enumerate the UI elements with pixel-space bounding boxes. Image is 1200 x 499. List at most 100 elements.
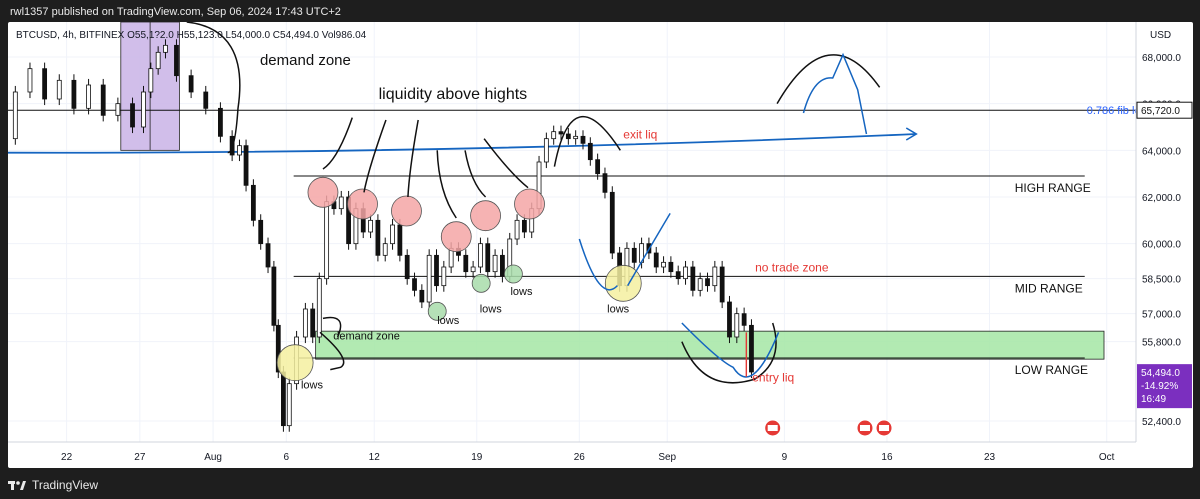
marker-circle-green [471,273,491,293]
chart-card: 0.786 fib level HIGH RANGE MID RANGE LOW RA… [7,21,1193,468]
candle-body [668,261,674,273]
candle-body [712,266,718,287]
annotation-text: no trade zone [755,261,829,275]
annotation-text: exit liq [623,128,657,142]
range-label: LOW RANGE [1015,363,1088,377]
candle-body [404,254,410,280]
candle-body [727,301,732,338]
annotation-text: lows [437,315,460,327]
event-flag-icon-inner [767,425,778,431]
candle-body [426,254,432,303]
y-tick-label: 62,000.0 [1142,193,1181,204]
trendline [7,127,918,154]
x-tick-label: 22 [61,452,73,463]
y-tick-label: 55,800.0 [1142,338,1181,349]
candle-body [573,135,579,140]
hand-arrow [578,238,618,291]
current-price-value: 54,494.0 [1141,368,1180,379]
candle-body [683,266,688,280]
x-tick-label: Aug [204,452,222,463]
candle-body [86,84,91,109]
candle-body [485,243,491,273]
hand-arrow [322,117,353,170]
candle-body [368,219,373,233]
hand-arrow [322,316,342,338]
candle-body [141,91,146,128]
marker-circle-red [307,176,339,208]
candle-body [543,138,549,163]
candle-body [492,254,498,273]
hand-arrow [681,322,780,378]
trend-line [7,133,917,154]
tradingview-logo-icon [8,479,26,491]
x-tick-label: 16 [881,452,893,463]
hand-arrow [681,322,777,384]
candle-body [42,68,48,100]
annotation-text: demand zone [333,330,400,342]
annotations: demand zone liquidity above hights exit li… [260,52,829,391]
annotation-text: lows [480,304,503,316]
candle-body [100,84,106,116]
candle-body [690,266,696,291]
x-tick-label: 6 [284,452,290,463]
current-price-change: -14.92% [1141,381,1178,392]
annotation-text: demand zone [260,52,351,69]
candle-body [609,191,615,254]
candle-body [587,142,593,161]
symbol-legend: BTCUSD, 4h, BITFINEX O55,1?2.0 H55,123.0… [16,30,367,41]
candle-body [265,243,271,268]
range-label: MID RANGE [1015,281,1083,295]
x-tick-label: Sep [658,452,676,463]
candle-body [558,131,564,135]
candle-body [631,247,637,263]
candle-body [514,219,520,240]
candle-body [250,184,256,221]
hand-arrow [407,119,419,198]
candle-body [148,68,154,93]
marker-circle-red [470,200,501,232]
candle-body [174,44,179,77]
candle-body [521,219,527,233]
candle-body [56,79,62,100]
candle-body [27,68,33,93]
hand-arrow [553,116,621,167]
fib-price-tag [1136,101,1193,119]
fib-price-tag-label: 65,720.0 [1141,106,1180,117]
x-tick-label: 23 [984,452,996,463]
x-tick-label: 26 [574,452,586,463]
hand-arrow [363,119,387,193]
y-tick-label: 52,400.0 [1142,417,1181,428]
annotation-text: lows [301,379,324,391]
markers [276,176,642,382]
footer: TradingView [8,474,98,496]
event-flag-icon-inner [859,425,870,431]
hand-arrow [319,331,345,371]
hand-arrow [464,150,487,198]
candle-body [697,278,703,291]
candle-body [434,254,439,287]
candle-body [412,278,417,291]
price-series [12,39,754,432]
candle-body [375,219,381,256]
candle-body [675,271,681,280]
candle-body [551,131,557,140]
candle-body [237,145,242,156]
candle-body [390,224,395,245]
hand-arrow [483,138,529,189]
y-tick-label: 60,000.0 [1142,240,1181,251]
marker-circle-red [347,188,378,220]
candle-body [741,313,747,326]
candle-body [302,308,308,338]
marker-circle-green [427,301,447,321]
published-caption: rwl1357 published on TradingView.com, Se… [10,6,341,18]
y-axis-unit: USD [1150,30,1171,41]
hand-arrow [186,21,241,154]
marker-circle-yellow [276,344,314,382]
marker-circle-yellow [604,264,642,302]
y-tick-label: 57,000.0 [1142,310,1181,321]
candle-body [463,254,469,273]
candle-body [12,91,18,140]
x-tick-label: 12 [369,452,381,463]
